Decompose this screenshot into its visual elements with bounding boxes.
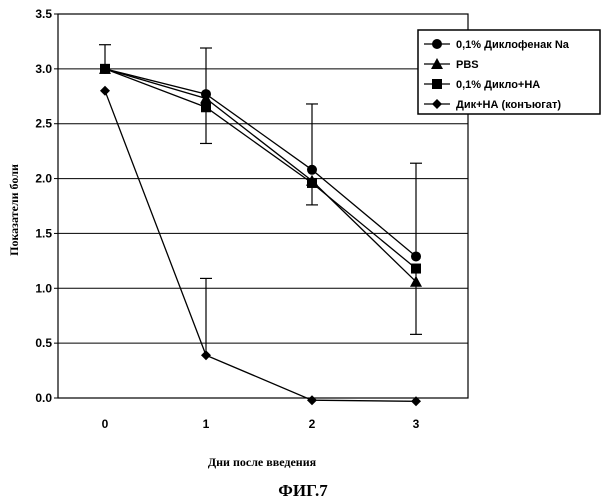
data-point-square bbox=[411, 264, 421, 274]
plot-frame bbox=[58, 14, 468, 398]
legend-marker-circle bbox=[432, 39, 442, 49]
y-axis-label: Показатели боли bbox=[7, 164, 21, 256]
y-tick-label: 0.5 bbox=[35, 336, 52, 350]
data-point-diamond bbox=[100, 86, 110, 96]
y-tick-label: 1.0 bbox=[35, 281, 52, 295]
y-tick-label: 3.0 bbox=[35, 62, 52, 76]
series-markers bbox=[99, 63, 422, 406]
data-point-square bbox=[307, 178, 317, 188]
series-line-circle bbox=[105, 69, 416, 257]
legend-label: 0,1% Дикло+НА bbox=[456, 79, 540, 91]
data-point-square bbox=[100, 64, 110, 74]
y-tick-label: 0.0 bbox=[35, 391, 52, 405]
x-axis-label: Дни после введения bbox=[208, 455, 317, 469]
x-tick-label: 0 bbox=[102, 417, 109, 431]
data-point-square bbox=[201, 102, 211, 112]
legend-label: PBS bbox=[456, 59, 479, 71]
legend-label: Дик+НА (конъюгат) bbox=[456, 99, 561, 111]
data-point-circle bbox=[411, 251, 421, 261]
x-tick-labels: 0 1 2 3 bbox=[102, 417, 420, 431]
legend: 0,1% Диклофенак Na PBS 0,1% Дикло+НА Дик+НА… bbox=[418, 30, 600, 114]
series-line-triangle bbox=[105, 69, 416, 282]
data-point-diamond bbox=[201, 350, 211, 360]
series-line-diamond bbox=[105, 91, 416, 401]
x-tick-label: 2 bbox=[309, 417, 316, 431]
x-tick-label: 3 bbox=[413, 417, 420, 431]
y-tick-label: 3.5 bbox=[35, 7, 52, 21]
y-tick-label: 2.0 bbox=[35, 172, 52, 186]
y-tick-label: 1.5 bbox=[35, 226, 52, 240]
data-point-circle bbox=[307, 165, 317, 175]
series-lines bbox=[105, 69, 416, 401]
series-line-square bbox=[105, 69, 416, 269]
x-tick-label: 1 bbox=[203, 417, 210, 431]
figure-caption: ФИГ.7 bbox=[278, 481, 328, 500]
legend-marker-square bbox=[432, 79, 442, 89]
error-bars bbox=[99, 45, 422, 355]
legend-label: 0,1% Диклофенак Na bbox=[456, 39, 570, 51]
data-point-diamond bbox=[307, 395, 317, 405]
y-tick-label: 2.5 bbox=[35, 117, 52, 131]
grid-lines bbox=[58, 14, 468, 343]
y-tick-labels: 0.0 0.5 1.0 1.5 2.0 2.5 3.0 3.5 bbox=[35, 7, 52, 405]
